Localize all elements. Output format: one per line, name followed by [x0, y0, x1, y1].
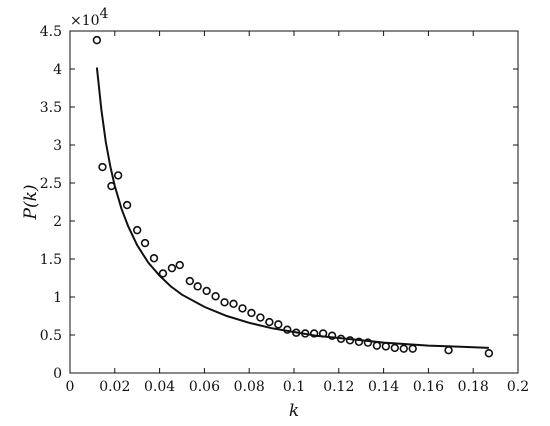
y-axis-label: P(k) — [21, 184, 41, 220]
data-point — [185, 276, 195, 286]
y-axis: 0 0.5 1 1.5 2 2.5 3 3.5 4 4.5 — [40, 24, 518, 382]
x-tick-label: 0.04 — [144, 379, 175, 395]
data-point — [408, 344, 417, 353]
data-point — [265, 317, 274, 327]
data-point — [229, 299, 238, 309]
y-tick-label: 2 — [53, 214, 62, 230]
data-point — [202, 286, 211, 296]
x-axis-label: k — [289, 401, 299, 421]
data-point — [301, 329, 310, 338]
data-point — [238, 304, 247, 313]
y-axis-multiplier: ×104 — [70, 6, 109, 29]
x-tick-label: 0.02 — [99, 379, 130, 395]
data-point — [345, 336, 355, 345]
data-point — [274, 320, 283, 329]
data-point — [372, 341, 382, 350]
y-tick-label: 0.5 — [40, 328, 62, 344]
y-tick-label: 3.5 — [40, 100, 62, 116]
data-point — [167, 263, 177, 273]
data-point — [283, 325, 292, 334]
data-point — [122, 200, 132, 210]
data-point — [158, 269, 168, 278]
fit-curve-layer — [95, 67, 489, 349]
y-tick-label: 1.5 — [40, 252, 62, 268]
y-tick-label: 2.5 — [40, 176, 62, 192]
data-point — [381, 342, 391, 351]
data-point — [484, 349, 494, 358]
x-tick-label: 0.08 — [234, 379, 265, 395]
y-tick-label: 0 — [53, 366, 62, 382]
data-point — [133, 225, 142, 235]
y-tick-label: 4 — [53, 62, 62, 78]
data-points — [92, 35, 494, 358]
fit-curve — [95, 67, 489, 349]
x-tick-label: 0.06 — [189, 379, 220, 395]
data-point — [399, 344, 408, 353]
x-axis: 0 0.02 0.04 0.06 0.08 0.1 0.12 0.14 0.16 0.18 0.2 — [66, 31, 529, 395]
data-point — [354, 337, 364, 347]
x-tick-label: 0.12 — [323, 379, 354, 395]
data-point — [363, 338, 373, 347]
data-point — [113, 171, 123, 180]
data-point — [175, 260, 184, 270]
x-tick-label: 0 — [66, 379, 75, 395]
x-tick-label: 0.1 — [283, 379, 305, 395]
y-tick-label: 1 — [53, 290, 62, 306]
data-point — [390, 343, 399, 353]
data-point — [247, 308, 256, 318]
data-point — [292, 328, 301, 337]
data-point — [318, 329, 328, 338]
data-point — [256, 313, 265, 322]
data-point — [140, 238, 150, 248]
data-point — [309, 329, 319, 338]
data-point — [98, 162, 107, 172]
data-point — [327, 331, 337, 340]
y-tick-label: 3 — [53, 138, 62, 154]
data-point — [149, 254, 159, 263]
data-point — [444, 346, 453, 355]
data-point — [92, 35, 102, 45]
x-tick-label: 0.18 — [458, 379, 489, 395]
data-point — [107, 181, 116, 191]
y-tick-label: 4.5 — [40, 24, 62, 40]
x-tick-label: 0.14 — [368, 379, 399, 395]
data-point — [211, 292, 220, 301]
data-point — [336, 334, 346, 343]
plot-frame — [69, 30, 519, 374]
data-point — [193, 282, 202, 291]
x-tick-label: 0.2 — [507, 379, 529, 395]
x-tick-label: 0.16 — [413, 379, 444, 395]
data-point — [220, 298, 229, 307]
